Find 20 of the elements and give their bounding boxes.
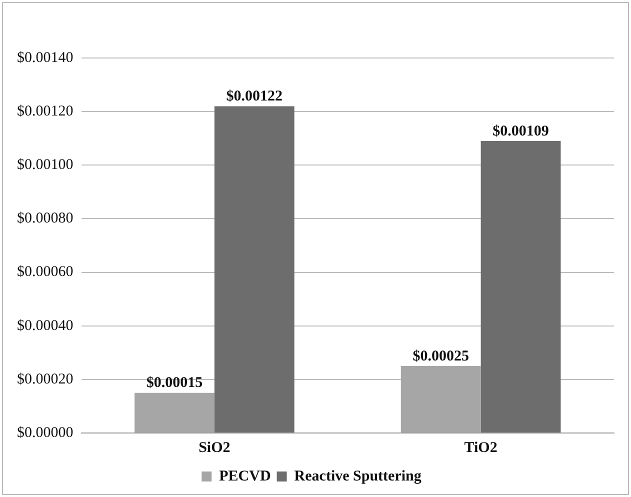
y-tick-label: $0.00020	[17, 371, 74, 388]
data-label: $0.00025	[412, 348, 469, 364]
y-tick-label: $0.00140	[17, 50, 74, 66]
y-tick-label: $0.00060	[17, 264, 74, 280]
y-tick-label: $0.00080	[17, 210, 74, 227]
y-tick-label: $0.00100	[17, 157, 74, 174]
legend-label: PECVD	[219, 468, 271, 484]
data-label: $0.00015	[146, 375, 203, 392]
legend-label: Reactive Sputtering	[294, 468, 422, 484]
y-tick-label: $0.00000	[17, 424, 74, 441]
x-tick-label: TiO2	[464, 440, 498, 456]
bar	[480, 141, 561, 432]
bar	[400, 366, 481, 432]
y-tick-label: $0.00040	[17, 318, 74, 334]
y-tick-label: $0.00120	[17, 104, 74, 120]
x-tick-label: SiO2	[198, 440, 230, 456]
data-label: $0.00109	[492, 123, 549, 140]
bar	[134, 392, 214, 432]
data-label: $0.00122	[226, 88, 283, 105]
bar	[214, 106, 294, 432]
